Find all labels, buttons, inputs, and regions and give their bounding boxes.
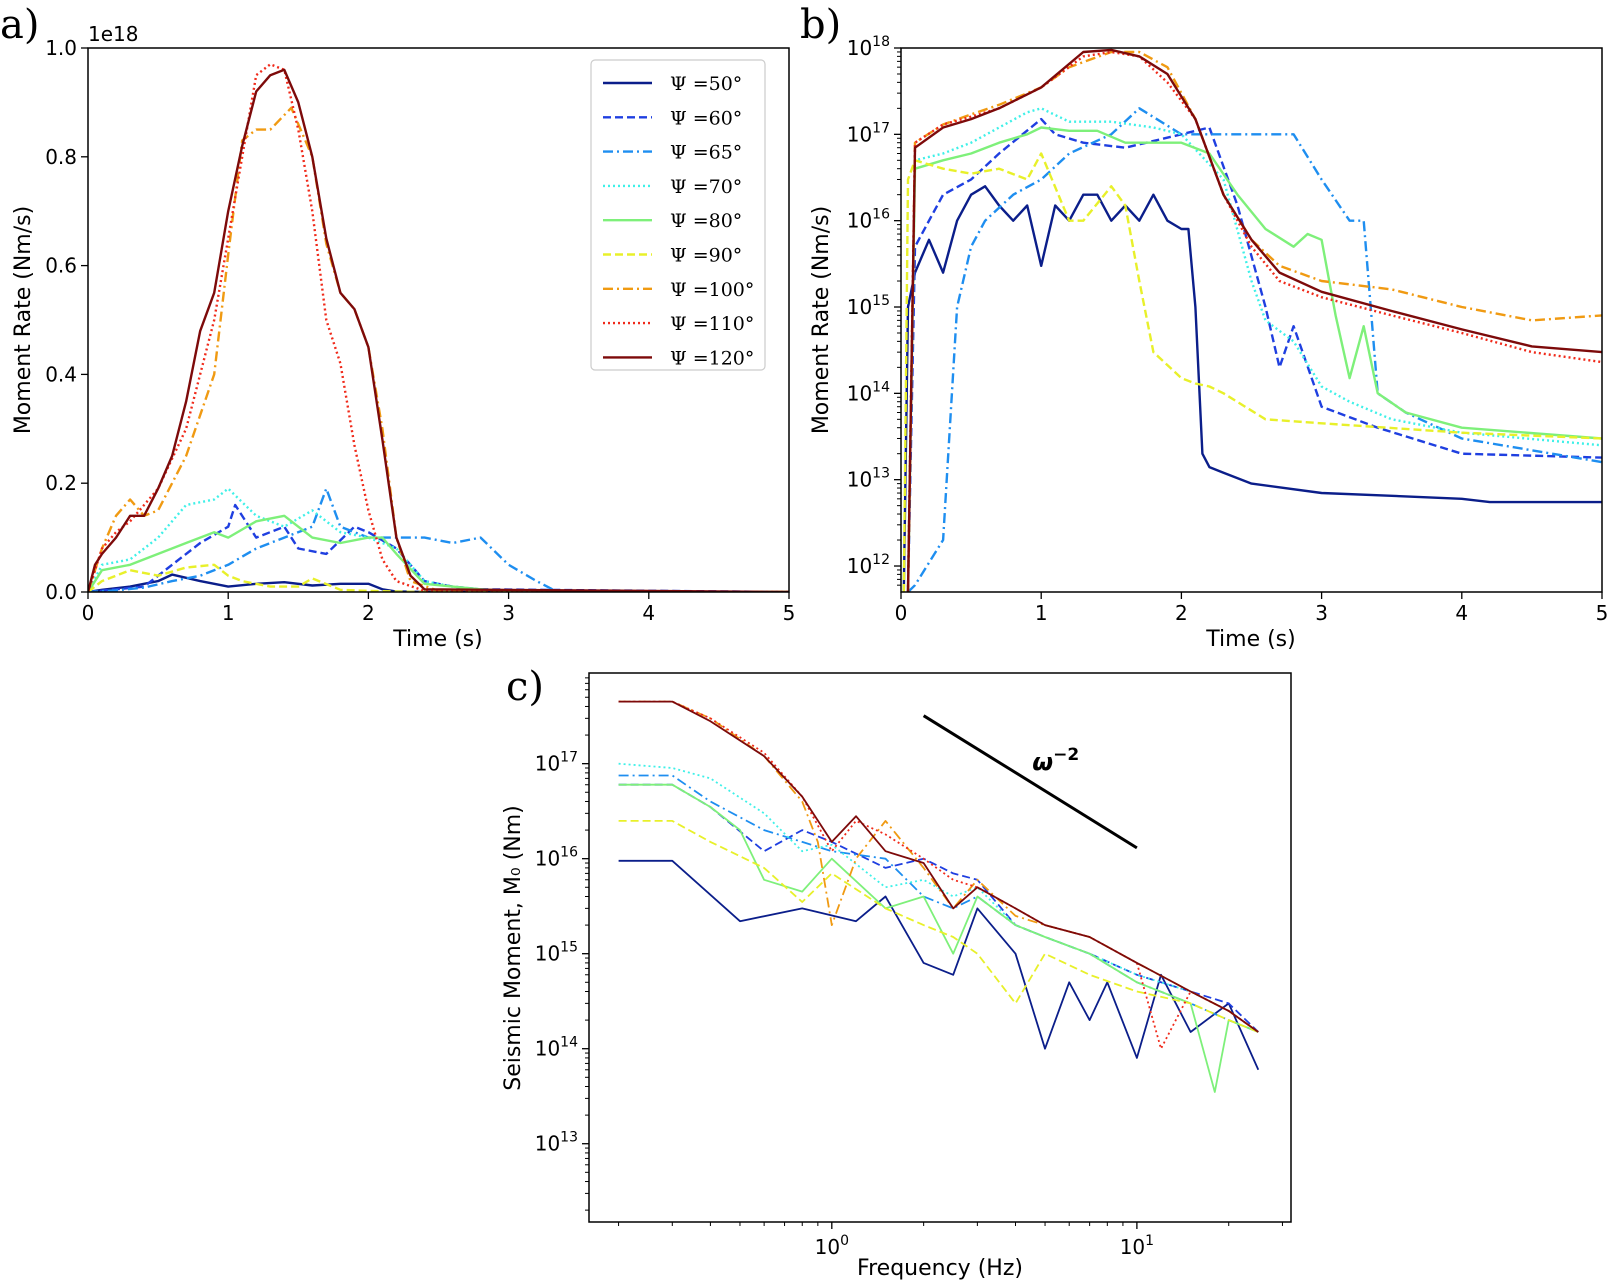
chart-panel-c: 100 101 1013 1014 1015 1016 1017 ω−2 Frequency… <box>501 672 1292 1281</box>
y-tick-label-a: 1.0 <box>45 36 77 60</box>
x-axis-label-c: Frequency (Hz) <box>857 1256 1023 1281</box>
series-line-c-6 <box>618 820 1259 1033</box>
y-tick-label-b: 1012 <box>847 552 890 578</box>
y-tick-label-c: 1017 <box>535 750 578 776</box>
legend-items: Ψ =50° Ψ =60° Ψ =65° Ψ =70° Ψ =80° Ψ =90° Ψ =1… <box>603 73 754 369</box>
series-line-b-2 <box>906 117 1602 592</box>
legend-label-6: Ψ =90° <box>670 245 742 267</box>
omega-annotation: ω−2 <box>1032 745 1079 776</box>
x-tick-label-b: 5 <box>1596 601 1609 625</box>
series-lines-a <box>88 63 789 592</box>
series-line-c-2 <box>618 783 1259 1033</box>
series-lines-c <box>618 700 1260 1093</box>
x-tick-label-b: 2 <box>1175 601 1188 625</box>
axis-ticks-c: 100 101 1013 1014 1015 1016 1017 <box>535 677 1283 1259</box>
legend: Ψ =50° Ψ =60° Ψ =65° Ψ =70° Ψ =80° Ψ =90° Ψ =1… <box>590 59 766 371</box>
y-tick-label-a: 0.6 <box>45 254 77 278</box>
x-axis-label-b: Time (s) <box>1205 627 1295 652</box>
series-lines-b <box>902 48 1602 592</box>
series-line-c-1 <box>618 859 1260 1071</box>
y-axis-label-a: Moment Rate (Nm/s) <box>11 206 36 434</box>
panel-label-c: c) <box>506 664 544 710</box>
chart-panel-a: 0 1 2 3 4 5 0.0 0.2 0.4 0.6 0.8 1.0 1e18 Time (s) M… <box>11 22 795 652</box>
legend-label-9: Ψ =120° <box>670 347 754 369</box>
chart-panel-b: 0 1 2 3 4 5 1012 1013 1014 1015 1016 1017 1018 Time … <box>809 34 1608 652</box>
y-tick-label-a: 0.8 <box>45 145 77 169</box>
x-tick-label-c: 101 <box>1120 1233 1154 1259</box>
series-line-a-9 <box>88 68 789 592</box>
x-tick-label-b: 3 <box>1315 601 1328 625</box>
y-tick-label-b: 1015 <box>847 293 890 319</box>
y-tick-label-a: 0.2 <box>45 471 77 495</box>
plot-frame-b <box>900 47 1603 593</box>
series-line-b-8 <box>906 50 1602 592</box>
series-line-c-4 <box>618 762 1259 1033</box>
y-tick-label-a: 0.0 <box>45 580 77 604</box>
offset-text-a: 1e18 <box>88 22 138 46</box>
x-tick-label-a: 3 <box>502 601 515 625</box>
series-line-c-5 <box>618 783 1259 1093</box>
axis-ticks-b: 0 1 2 3 4 5 1012 1013 1014 1015 1016 1017 1018 <box>847 34 1609 625</box>
y-axis-label-b: Moment Rate (Nm/s) <box>809 206 834 434</box>
y-tick-label-b: 1017 <box>847 120 890 146</box>
y-tick-label-c: 1013 <box>535 1130 578 1156</box>
axis-ticks-a: 0 1 2 3 4 5 0.0 0.2 0.4 0.6 0.8 1.0 <box>45 36 795 625</box>
series-line-c-3 <box>618 774 1259 1033</box>
x-tick-label-b: 4 <box>1455 601 1468 625</box>
series-line-b-6 <box>902 152 1602 592</box>
legend-label-7: Ψ =100° <box>670 279 754 301</box>
series-line-a-7 <box>88 106 789 592</box>
series-line-b-7 <box>906 50 1602 592</box>
legend-label-4: Ψ =70° <box>670 176 742 198</box>
legend-label-3: Ψ =65° <box>670 142 742 164</box>
panel-label-b: b) <box>800 2 841 48</box>
series-line-b-9 <box>906 48 1602 592</box>
series-line-a-6 <box>88 563 789 592</box>
y-tick-label-b: 1013 <box>847 466 890 492</box>
legend-label-1: Ψ =50° <box>670 73 742 95</box>
x-tick-label-b: 0 <box>895 601 908 625</box>
plot-frame-a <box>87 47 790 593</box>
series-line-b-4 <box>906 107 1602 592</box>
x-tick-label-b: 1 <box>1035 601 1048 625</box>
series-line-b-1 <box>902 185 1602 592</box>
x-tick-label-a: 4 <box>642 601 655 625</box>
y-tick-label-b: 1016 <box>847 207 890 233</box>
series-line-c-9 <box>618 700 1259 1033</box>
series-line-a-2 <box>88 503 789 592</box>
legend-label-2: Ψ =60° <box>670 107 742 129</box>
x-tick-label-a: 1 <box>222 601 235 625</box>
panel-label-a: a) <box>0 2 39 48</box>
y-axis-label-c: Seismic Moment, M₀ (Nm) <box>501 805 526 1091</box>
x-tick-label-a: 0 <box>82 601 95 625</box>
y-tick-label-b: 1018 <box>847 34 890 60</box>
y-tick-label-b: 1014 <box>847 379 890 405</box>
y-tick-label-c: 1016 <box>535 845 578 871</box>
x-tick-label-a: 5 <box>783 601 796 625</box>
legend-label-8: Ψ =110° <box>670 313 754 335</box>
series-line-a-3 <box>88 487 789 592</box>
x-tick-label-c: 100 <box>815 1233 849 1259</box>
y-tick-label-a: 0.4 <box>45 362 77 386</box>
series-line-a-5 <box>88 514 789 592</box>
y-tick-label-c: 1014 <box>535 1035 578 1061</box>
x-axis-label-a: Time (s) <box>392 627 482 652</box>
x-tick-label-a: 2 <box>362 601 375 625</box>
y-tick-label-c: 1015 <box>535 940 578 966</box>
plot-frame-c <box>588 672 1292 1223</box>
legend-label-5: Ψ =80° <box>670 210 742 232</box>
legend-box <box>590 59 766 371</box>
series-line-b-3 <box>907 107 1602 592</box>
omega-slope-line <box>922 714 1138 850</box>
